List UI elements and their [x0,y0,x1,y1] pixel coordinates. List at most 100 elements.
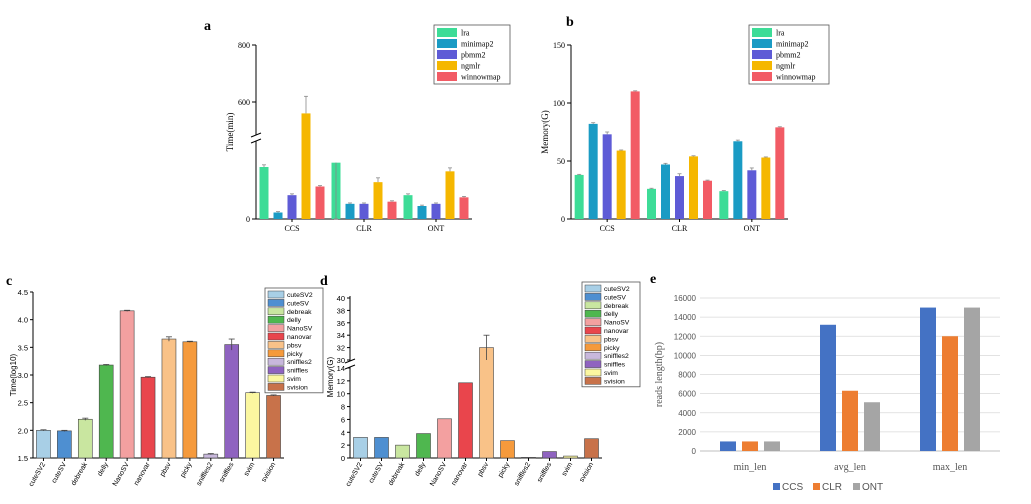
y-tick-label: 3.0 [18,371,28,380]
legend-swatch [752,28,772,37]
bar [140,376,156,459]
legend-swatch [267,315,285,324]
bar [345,203,355,219]
bar [942,336,958,451]
axis-break-mark [250,138,262,144]
bar [479,347,494,459]
legend-swatch [853,483,860,490]
legend-swatch [584,284,602,293]
x-tick-label: cuteSV [51,461,69,484]
legend-label: pbsv [604,336,619,343]
x-tick-label: debreak [388,461,407,487]
y-tick-label: 150 [553,41,565,50]
x-tick-label: svision [261,461,278,483]
panel-label-c: c [6,274,12,289]
y-tick-label: 34 [337,331,345,340]
legend-swatch [267,357,285,366]
legend-label: winnowmap [461,73,501,82]
bar [542,451,557,459]
legend-swatch [584,335,602,343]
legend-label: ngmlr [776,62,795,71]
legend-label: svision [287,384,308,391]
y-tick-label: 0 [246,215,250,224]
y-tick-label: 50 [557,157,565,166]
panel-label-b: b [566,15,574,30]
legend-label: pbsv [287,342,302,349]
bar [521,457,536,459]
legend-label: cuteSV [287,300,309,307]
bar [387,201,397,219]
y-tick-label: 2 [341,441,345,450]
bar [119,310,135,459]
bar [742,441,758,451]
legend-swatch [584,377,602,385]
bar [266,395,281,459]
x-tick-label: CCS [600,224,615,233]
x-tick-label: cuteSV2 [345,461,364,488]
axis-break-mark [250,132,262,138]
x-tick-label: CCS [284,224,299,233]
bar [720,441,736,451]
bar [353,437,368,459]
legend-label: svision [604,378,625,385]
legend-label: winnowmap [776,73,816,82]
y-tick-label: 800 [238,41,250,50]
bar [431,203,441,219]
axis-break-mark [344,358,356,364]
legend-label: CLR [822,482,842,493]
legend-label: svim [604,370,618,377]
legend-swatch [267,383,285,391]
legend-label: delly [287,317,302,324]
y-tick-label: 0 [692,447,697,456]
legend-label: pbmm2 [461,51,485,60]
legend-swatch [584,351,602,360]
bar [864,402,880,451]
bar [761,157,771,219]
y-tick-label: 1.5 [18,454,28,463]
bar [563,455,578,459]
bar [273,212,283,219]
bar [77,418,93,459]
legend-label: NanoSV [287,326,313,333]
axis-break-mark [344,364,356,370]
legend-label: CCS [782,482,803,493]
x-tick-label: nanovar [451,461,470,487]
bar [820,324,836,451]
legend-swatch [267,299,285,307]
legend-swatch [584,301,602,310]
bar [373,182,383,219]
legend-swatch [267,374,285,383]
x-tick-label: delly [97,461,111,477]
x-tick-label: pbsv [159,461,173,478]
bar [203,453,219,459]
bar [417,206,427,219]
bar [395,444,410,459]
y-tick-label: 14 [337,364,345,373]
bar [920,307,936,451]
bar [588,123,598,219]
bar [374,437,389,459]
bar [287,195,297,219]
legend-label: picky [604,345,620,352]
legend-label: delly [604,311,619,318]
y-axis-label: Memory(G) [326,356,335,397]
legend-swatch [437,50,457,59]
panel-label-e: e [650,272,656,287]
x-tick-label: sniffles2 [196,461,215,487]
legend-swatch [437,72,457,81]
y-tick-label: 6000 [678,390,696,399]
legend-label: cuteSV2 [287,292,313,299]
legend-label: ONT [862,482,883,493]
legend-label: lra [461,29,470,38]
legend-swatch [267,341,285,349]
panel-label-d: d [320,274,328,289]
legend-swatch [267,366,285,374]
legend-swatch [437,61,457,70]
legend-label: debreak [287,309,312,316]
y-axis-label: Memory(G) [540,110,550,154]
legend-swatch [584,309,602,318]
y-tick-label: 0 [341,454,345,463]
bar [661,164,670,219]
x-tick-label: sniffles2 [513,461,532,487]
